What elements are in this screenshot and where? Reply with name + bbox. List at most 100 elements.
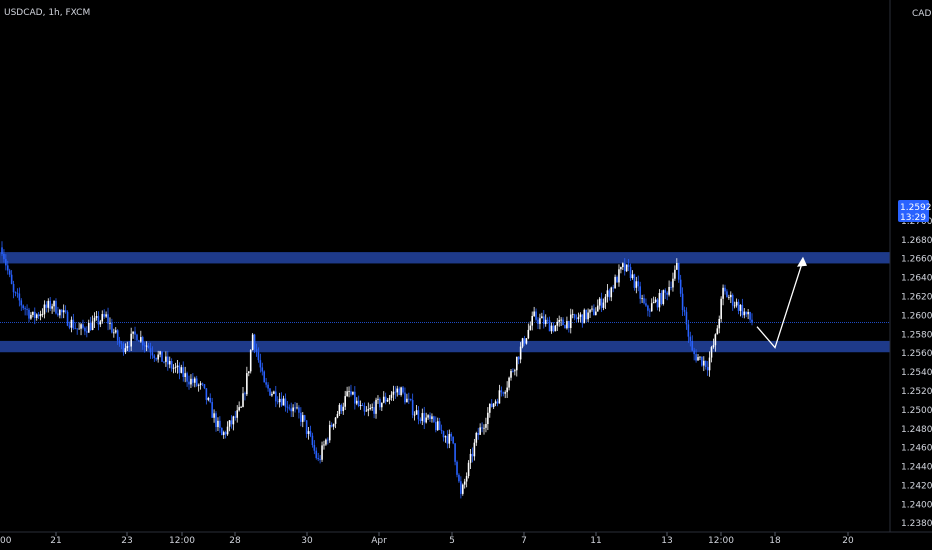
candle-body <box>338 404 341 414</box>
candle-body <box>737 301 740 311</box>
candle-body <box>267 384 269 389</box>
candle-body <box>288 407 291 409</box>
candle-body <box>433 416 435 422</box>
candle-body <box>22 305 25 309</box>
candle-body <box>379 398 381 408</box>
candle-body <box>498 390 501 404</box>
candle-body <box>668 286 670 295</box>
candle-body <box>375 399 377 414</box>
candle-body <box>679 279 682 294</box>
candle-body <box>3 253 5 260</box>
candle-body <box>290 408 293 412</box>
x-tick-label: Apr <box>371 536 387 546</box>
candle-body <box>269 388 271 396</box>
candle-body <box>687 324 690 337</box>
candle-body <box>178 365 181 373</box>
y-tick-label: 1.25000 <box>901 406 932 416</box>
candle-body <box>647 305 649 311</box>
candle-body <box>533 311 535 317</box>
projection-arrow[interactable] <box>756 263 803 349</box>
candle-body <box>10 274 13 284</box>
candle-body <box>367 409 370 411</box>
candle-body <box>253 334 256 349</box>
candle-body <box>240 406 242 408</box>
candle-body <box>246 373 248 395</box>
candle-body <box>332 423 335 427</box>
candle-body <box>490 403 493 407</box>
candle-body <box>654 299 657 302</box>
candle-body <box>394 391 397 393</box>
candle-body <box>461 484 464 494</box>
zone-1[interactable] <box>0 340 890 353</box>
y-tick-label: 1.25400 <box>901 368 932 378</box>
candle-body <box>147 345 150 349</box>
candle-body <box>494 401 497 404</box>
candle-body <box>274 391 277 402</box>
candle-body <box>650 303 653 312</box>
candle-body <box>319 459 321 460</box>
candle-body <box>57 313 59 316</box>
candle-body <box>99 321 102 325</box>
candle-body <box>633 274 636 288</box>
candle-body <box>307 431 310 434</box>
candle-body <box>265 382 267 385</box>
candle-body <box>249 350 252 372</box>
candle-body <box>355 400 358 404</box>
candle-body <box>589 309 591 313</box>
candle-body <box>598 298 601 306</box>
candle-body <box>481 427 483 429</box>
candle-body <box>458 474 460 482</box>
candle-body <box>629 266 632 279</box>
candle-body <box>708 357 711 371</box>
candle-body <box>408 398 410 400</box>
y-tick-label: 1.25800 <box>901 330 932 340</box>
candle-body <box>325 439 327 445</box>
y-tick-label: 1.24800 <box>901 425 932 435</box>
candle-body <box>211 402 213 418</box>
candle-body <box>114 330 117 333</box>
candle-body <box>606 290 609 297</box>
candle-body <box>583 309 586 324</box>
candle-body <box>276 401 279 403</box>
candle-body <box>263 371 266 383</box>
candle-body <box>735 301 738 306</box>
candle-body <box>72 319 75 329</box>
candle-body <box>5 259 7 266</box>
x-tick-label: 12:00 <box>708 536 734 546</box>
candle-body <box>521 338 524 347</box>
candle-body <box>625 264 628 272</box>
price-axis[interactable]: 1.270001.268001.266001.264001.262001.260… <box>901 217 932 529</box>
candle-body <box>203 384 206 389</box>
candle-body <box>84 327 86 332</box>
candle-body <box>506 387 508 393</box>
candle-body <box>95 316 98 318</box>
candle-body <box>327 439 329 441</box>
candle-body <box>30 314 32 319</box>
candle-body <box>733 305 736 307</box>
candle-body <box>595 311 597 316</box>
candle-body <box>427 415 429 418</box>
candle-body <box>51 306 53 309</box>
candle-body <box>691 341 694 351</box>
candle-body <box>59 309 61 316</box>
candle-body <box>271 393 273 396</box>
candle-body <box>128 346 131 347</box>
x-tick-label: 21 <box>50 536 61 546</box>
candle-body <box>581 314 584 324</box>
symbol-info: USDCAD, 1h, FXCM <box>4 8 90 18</box>
zone-0[interactable] <box>0 252 890 264</box>
candle-body <box>201 383 204 385</box>
candle-body <box>309 431 312 436</box>
candle-body <box>350 391 352 395</box>
candle-body <box>182 367 185 377</box>
candle-body <box>512 370 514 372</box>
candle-body <box>66 311 69 326</box>
candle-body <box>544 319 547 325</box>
candle-body <box>328 424 331 441</box>
candle-body <box>151 352 154 356</box>
candle-body <box>184 373 186 377</box>
candle-body <box>352 391 354 395</box>
candle-body <box>377 398 379 400</box>
time-axis[interactable]: 21 23 12:00 28 30 Apr 5 7 11 13 12:00 18 20 00 <box>0 532 854 546</box>
